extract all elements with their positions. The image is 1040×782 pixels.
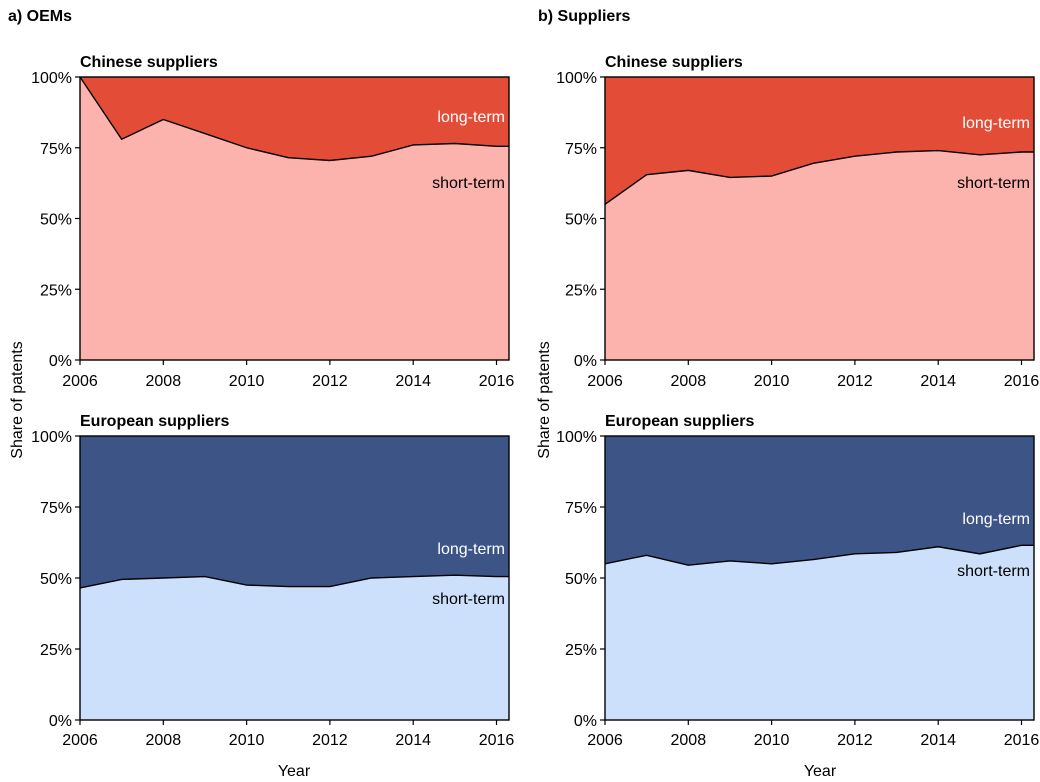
- y-tick-label: 50%: [565, 571, 597, 588]
- area-short-term: [605, 545, 1034, 720]
- area-short-term: [80, 575, 509, 720]
- facet-title: Chinese suppliers: [605, 54, 743, 71]
- y-tick-label: 0%: [49, 713, 72, 730]
- y-tick-label: 0%: [49, 353, 72, 370]
- series-label-long-term: long-term: [962, 115, 1030, 132]
- x-tick-label: 2010: [754, 373, 790, 390]
- x-tick-label: 2012: [837, 373, 873, 390]
- series-label-long-term: long-term: [962, 511, 1030, 528]
- series-label-long-term: long-term: [437, 109, 505, 126]
- y-tick-label: 25%: [565, 642, 597, 659]
- series-label-short-term: short-term: [432, 591, 505, 608]
- y-tick-label: 75%: [565, 141, 597, 158]
- x-axis-title-right: Year: [804, 763, 837, 780]
- y-tick-label: 100%: [31, 429, 72, 446]
- x-tick-label: 2008: [671, 373, 707, 390]
- x-tick-label: 2006: [62, 373, 98, 390]
- x-tick-label: 2012: [312, 732, 348, 749]
- series-label-short-term: short-term: [432, 175, 505, 192]
- x-tick-label: 2014: [920, 373, 956, 390]
- y-tick-label: 0%: [574, 713, 597, 730]
- facet-title: Chinese suppliers: [80, 54, 218, 71]
- y-axis-title-left: Share of patents: [9, 341, 26, 458]
- x-tick-label: 2014: [395, 732, 431, 749]
- series-label-short-term: short-term: [957, 175, 1030, 192]
- y-tick-label: 75%: [40, 141, 72, 158]
- x-tick-label: 2010: [229, 373, 265, 390]
- x-tick-label: 2016: [479, 732, 515, 749]
- charts-container: Chinese suppliers 0% 25% 50% 75% 100% 2006 2008…: [31, 54, 1039, 749]
- series-boundary-line: [604, 149, 1034, 205]
- x-tick-label: 2010: [754, 732, 790, 749]
- x-tick-label: 2006: [62, 732, 98, 749]
- series-label-short-term: short-term: [957, 563, 1030, 580]
- chart-4: European suppliers 0% 25% 50% 75% 100% 2006 200…: [556, 413, 1039, 749]
- y-tick-label: 100%: [556, 429, 597, 446]
- panel-title-suppliers: b) Suppliers: [538, 8, 631, 25]
- x-tick-label: 2008: [146, 732, 182, 749]
- panel-title-oems: a) OEMs: [8, 8, 72, 25]
- x-tick-label: 2008: [671, 732, 707, 749]
- x-tick-label: 2012: [837, 732, 873, 749]
- y-tick-label: 50%: [565, 212, 597, 229]
- area-short-term: [80, 77, 509, 360]
- facet-title: European suppliers: [80, 413, 229, 430]
- y-tick-label: 50%: [40, 571, 72, 588]
- chart-3: European suppliers 0% 25% 50% 75% 100% 2006 200…: [31, 413, 514, 749]
- y-tick-label: 25%: [40, 282, 72, 299]
- x-tick-label: 2014: [395, 373, 431, 390]
- y-tick-label: 100%: [31, 70, 72, 87]
- x-tick-label: 2016: [479, 373, 515, 390]
- y-tick-label: 75%: [565, 500, 597, 517]
- series-boundary-line: [79, 76, 509, 162]
- x-tick-label: 2012: [312, 373, 348, 390]
- chart-2: Chinese suppliers 0% 25% 50% 75% 100% 2006 2008…: [556, 54, 1039, 390]
- series-boundary-line: [79, 574, 509, 589]
- facet-title: European suppliers: [605, 413, 754, 430]
- y-tick-label: 0%: [574, 353, 597, 370]
- y-tick-label: 75%: [40, 500, 72, 517]
- y-tick-label: 25%: [40, 642, 72, 659]
- x-tick-label: 2016: [1004, 373, 1040, 390]
- x-tick-label: 2008: [146, 373, 182, 390]
- y-tick-label: 50%: [40, 212, 72, 229]
- area-short-term: [605, 150, 1034, 360]
- y-axis-title-right: Share of patents: [536, 341, 553, 458]
- series-label-long-term: long-term: [437, 541, 505, 558]
- x-tick-label: 2014: [920, 732, 956, 749]
- x-axis-title-left: Year: [278, 763, 311, 780]
- x-tick-label: 2006: [587, 732, 623, 749]
- x-tick-label: 2016: [1004, 732, 1040, 749]
- y-tick-label: 25%: [565, 282, 597, 299]
- series-boundary-line: [604, 544, 1034, 566]
- y-tick-label: 100%: [556, 70, 597, 87]
- x-tick-label: 2006: [587, 373, 623, 390]
- chart-1: Chinese suppliers 0% 25% 50% 75% 100% 2006 2008…: [31, 54, 514, 390]
- x-tick-label: 2010: [229, 732, 265, 749]
